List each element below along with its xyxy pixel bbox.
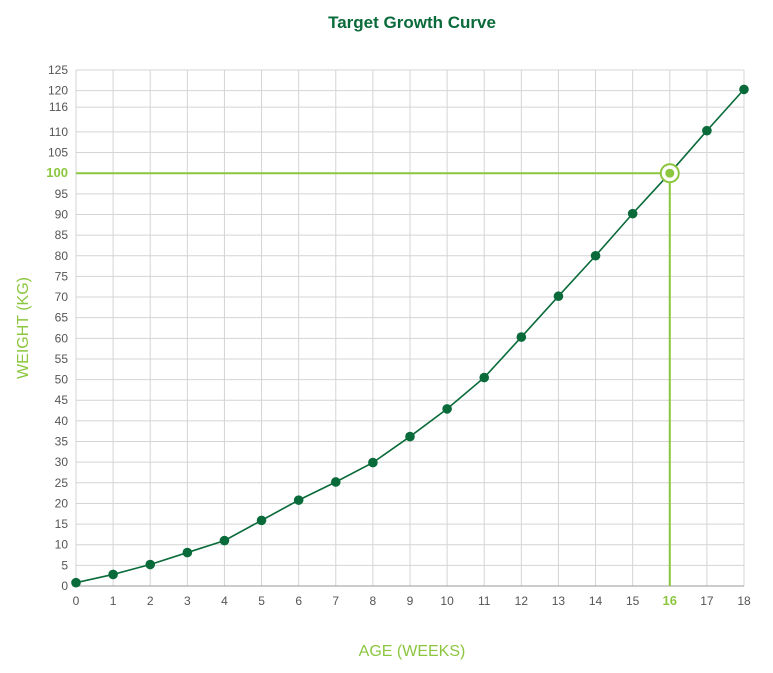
data-point — [293, 495, 304, 505]
y-tick-label: 125 — [48, 63, 68, 77]
y-tick-label: 105 — [48, 146, 68, 160]
data-point — [71, 577, 81, 588]
data-point — [739, 84, 749, 95]
y-tick-label: 65 — [55, 311, 69, 325]
data-point — [627, 208, 638, 219]
x-tick-label: 6 — [295, 594, 302, 608]
y-axis-label: WEIGHT (KG) — [15, 277, 32, 379]
data-point — [256, 515, 267, 526]
x-tick-label: 2 — [147, 594, 154, 608]
x-tick-label: 16 — [663, 593, 677, 608]
highlight-guides — [76, 172, 671, 586]
y-tick-label: 45 — [55, 393, 69, 407]
data-point — [330, 477, 341, 487]
data-point — [108, 569, 118, 580]
x-tick-label: 5 — [258, 594, 265, 608]
x-tick-label: 18 — [737, 594, 751, 608]
data-points — [71, 84, 749, 588]
chart-title: Target Growth Curve — [328, 13, 496, 32]
data-point — [479, 372, 490, 383]
y-tick-label: 85 — [55, 228, 69, 242]
x-tick-label: 10 — [440, 594, 454, 608]
highlight-marker-dot — [665, 168, 675, 178]
y-tick-label: 55 — [55, 352, 69, 366]
data-point — [442, 404, 452, 414]
y-tick-label: 116 — [49, 100, 68, 114]
x-tick-label: 17 — [700, 594, 714, 608]
y-tick-label: 80 — [55, 249, 69, 263]
x-tick-label: 4 — [221, 594, 228, 608]
data-point — [405, 431, 415, 442]
y-tick-label: 100 — [46, 165, 68, 180]
x-tick-label: 1 — [110, 594, 117, 608]
data-point — [590, 250, 601, 261]
x-axis-label: AGE (WEEKS) — [359, 643, 466, 660]
y-tick-label: 75 — [55, 269, 69, 283]
x-tick-label: 9 — [407, 594, 414, 608]
y-tick-label: 35 — [55, 435, 69, 449]
x-tick-label: 11 — [478, 594, 491, 608]
x-tick-label: 8 — [370, 594, 377, 608]
y-tick-label: 5 — [61, 558, 68, 572]
x-tick-label: 12 — [515, 594, 529, 608]
x-tick-label: 3 — [184, 594, 191, 608]
data-point — [553, 291, 564, 302]
y-tick-label: 25 — [55, 476, 69, 490]
y-tick-label: 0 — [61, 579, 68, 593]
y-tick-label: 30 — [55, 455, 69, 469]
y-axis-ticks: 0 5 10 15 20 25 30 35 40 45 50 55 60 65 70 75 80 85 90 95 10… — [46, 63, 68, 593]
data-point — [368, 457, 378, 468]
data-point — [145, 559, 156, 570]
data-point — [702, 125, 712, 136]
y-tick-label: 90 — [55, 207, 69, 221]
y-tick-label: 10 — [55, 538, 69, 552]
y-tick-label: 120 — [48, 84, 68, 98]
y-tick-label: 50 — [55, 373, 69, 387]
y-tick-label: 40 — [55, 414, 69, 428]
x-tick-label: 13 — [552, 594, 566, 608]
y-tick-label: 95 — [55, 187, 69, 201]
grid — [75, 69, 745, 587]
x-tick-label: 7 — [332, 594, 339, 608]
data-point — [516, 332, 527, 342]
y-tick-label: 20 — [55, 496, 69, 510]
x-tick-label: 0 — [73, 594, 80, 608]
x-tick-label: 14 — [589, 594, 603, 608]
x-axis-ticks: 0 1 2 3 4 5 6 7 8 9 10 11 12 13 14 15 16 17 18 — [73, 593, 751, 608]
x-tick-label: 15 — [626, 594, 640, 608]
y-tick-label: 15 — [55, 517, 69, 531]
y-tick-label: 70 — [55, 290, 69, 304]
y-tick-label: 110 — [49, 125, 68, 139]
data-point — [182, 547, 193, 558]
data-point — [219, 535, 230, 546]
y-tick-label: 60 — [55, 331, 69, 345]
